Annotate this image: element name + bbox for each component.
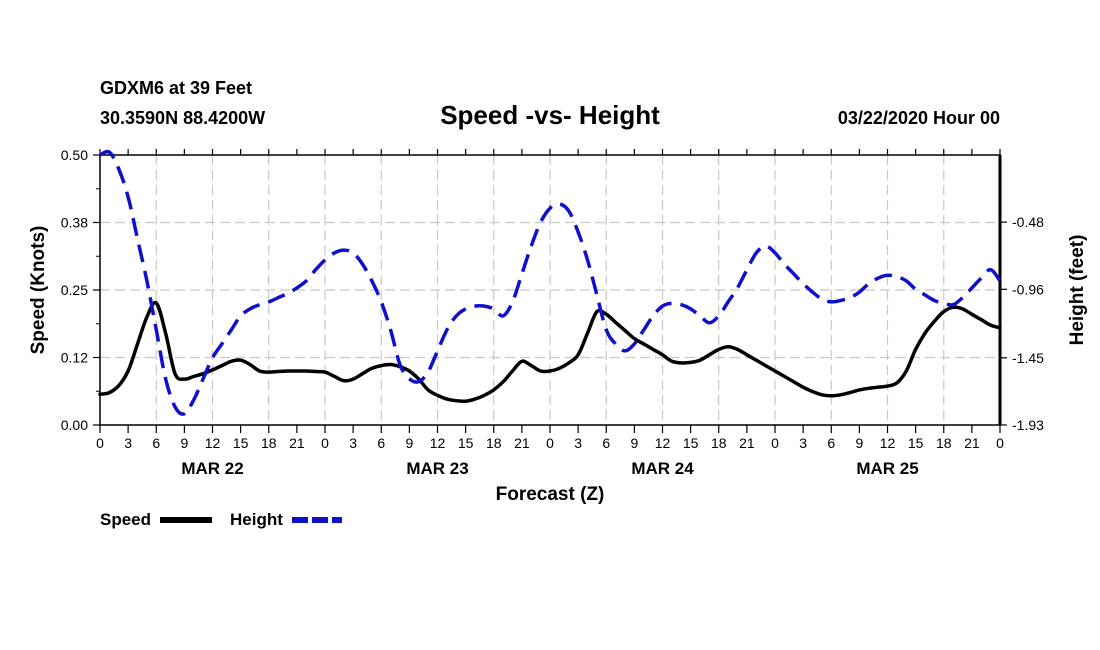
x-tick-label: 18 — [261, 435, 277, 451]
x-tick-label: 15 — [458, 435, 474, 451]
x-tick-label: 15 — [233, 435, 249, 451]
x-tick-label: 18 — [936, 435, 952, 451]
speed-series-line — [98, 300, 1002, 404]
x-tick-label: 0 — [771, 435, 779, 451]
x-tick-label: 6 — [152, 435, 160, 451]
y-axis-left: 0.00 0.12 0.25 0.38 0.50 — [61, 147, 100, 433]
x-tick-label: 12 — [430, 435, 446, 451]
x-tick-label: 15 — [683, 435, 699, 451]
x-tick-label: 12 — [205, 435, 221, 451]
x-tick-label: 9 — [630, 435, 638, 451]
y2-tick-label: -1.45 — [1012, 350, 1044, 366]
x-tick-label: 3 — [799, 435, 807, 451]
day-labels: MAR 22 MAR 23 MAR 24 MAR 25 — [181, 459, 918, 478]
x-tick-label: 0 — [321, 435, 329, 451]
y-axis-label: Speed (Knots) — [28, 226, 49, 355]
x-axis: 0 3 6 9 12 15 18 21 0 3 6 9 12 15 18 21 0 3 6 9 12 15 18 21 0 3 6 9… — [96, 149, 1004, 451]
y-axis-right: -1.93 -1.45 -0.96 -0.48 — [1000, 214, 1044, 433]
x-tick-label: 3 — [124, 435, 132, 451]
y-tick-label: 0.50 — [61, 147, 88, 163]
x-tick-label: 3 — [574, 435, 582, 451]
station-label: GDXM6 at 39 Feet — [100, 78, 252, 98]
day-label: MAR 22 — [181, 459, 243, 478]
day-label: MAR 23 — [406, 459, 468, 478]
x-tick-label: 21 — [964, 435, 980, 451]
day-label: MAR 24 — [631, 459, 694, 478]
x-tick-label: 18 — [711, 435, 727, 451]
x-tick-label: 12 — [655, 435, 671, 451]
y2-tick-label: -0.48 — [1012, 214, 1044, 230]
x-tick-label: 15 — [908, 435, 924, 451]
x-tick-label: 6 — [827, 435, 835, 451]
legend-label-speed: Speed — [100, 510, 151, 529]
day-label: MAR 25 — [856, 459, 918, 478]
y2-tick-label: -1.93 — [1012, 417, 1044, 433]
y-tick-label: 0.38 — [61, 215, 88, 231]
x-tick-label: 0 — [96, 435, 104, 451]
x-tick-label: 18 — [486, 435, 502, 451]
y2-tick-label: -0.96 — [1012, 281, 1044, 297]
y2-axis-label: Height (feet) — [1067, 235, 1088, 346]
height-series-line — [99, 149, 1002, 416]
grid-lines — [100, 155, 1000, 425]
chart-title: Speed -vs- Height — [440, 100, 660, 130]
x-tick-label: 9 — [855, 435, 863, 451]
location-label: 30.3590N 88.4200W — [100, 108, 265, 128]
y-tick-label: 0.12 — [61, 350, 88, 366]
x-tick-label: 0 — [546, 435, 554, 451]
legend: Speed Height — [100, 510, 342, 529]
x-tick-label: 21 — [514, 435, 530, 451]
datetime-label: 03/22/2020 Hour 00 — [838, 108, 1000, 128]
x-tick-label: 9 — [180, 435, 188, 451]
x-tick-label: 12 — [880, 435, 896, 451]
legend-label-height: Height — [230, 510, 283, 529]
y-tick-label: 0.00 — [61, 417, 88, 433]
x-tick-label: 21 — [739, 435, 755, 451]
x-tick-label: 6 — [602, 435, 610, 451]
x-tick-label: 9 — [405, 435, 413, 451]
y-tick-label: 0.25 — [61, 282, 88, 298]
x-axis-label: Forecast (Z) — [496, 484, 605, 505]
x-tick-label: 6 — [377, 435, 385, 451]
x-tick-label: 21 — [289, 435, 305, 451]
x-tick-label: 3 — [349, 435, 357, 451]
x-tick-label: 0 — [996, 435, 1004, 451]
